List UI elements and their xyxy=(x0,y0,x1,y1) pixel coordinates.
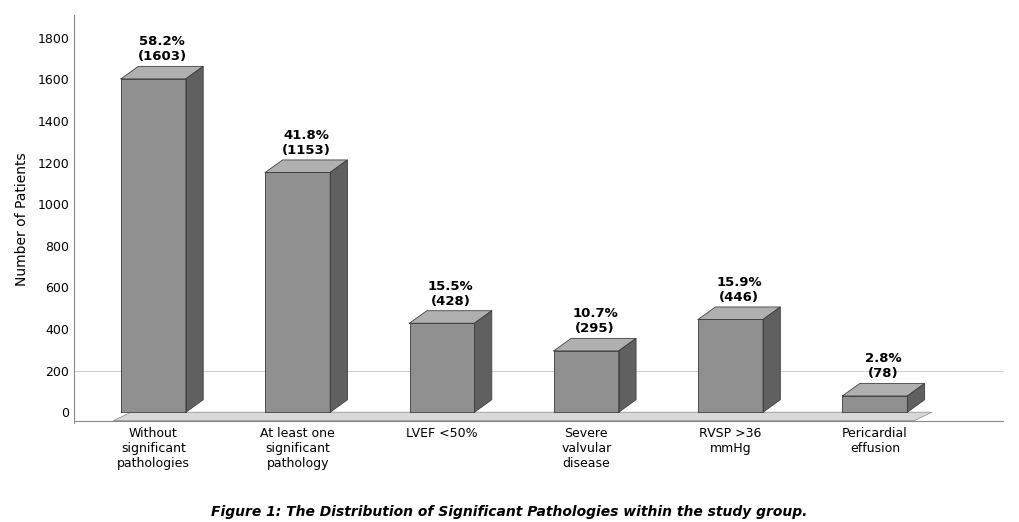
Polygon shape xyxy=(410,311,492,323)
Polygon shape xyxy=(698,307,781,319)
Polygon shape xyxy=(907,384,924,412)
Polygon shape xyxy=(330,160,347,412)
Polygon shape xyxy=(475,311,492,412)
Polygon shape xyxy=(265,160,347,172)
Polygon shape xyxy=(410,323,475,412)
Text: 58.2%
(1603): 58.2% (1603) xyxy=(138,35,186,63)
Text: 15.5%
(428): 15.5% (428) xyxy=(428,280,474,307)
Text: 41.8%
(1153): 41.8% (1153) xyxy=(282,129,331,157)
Polygon shape xyxy=(114,412,931,421)
Polygon shape xyxy=(121,66,203,79)
Polygon shape xyxy=(553,338,636,351)
Polygon shape xyxy=(619,338,636,412)
Polygon shape xyxy=(265,172,330,412)
Text: Figure 1: The Distribution of Significant Pathologies within the study group.: Figure 1: The Distribution of Significan… xyxy=(211,505,808,519)
Text: 15.9%
(446): 15.9% (446) xyxy=(716,276,762,304)
Polygon shape xyxy=(121,79,185,412)
Polygon shape xyxy=(553,351,619,412)
Polygon shape xyxy=(843,384,924,396)
Y-axis label: Number of Patients: Number of Patients xyxy=(15,152,29,286)
Polygon shape xyxy=(843,396,907,412)
Polygon shape xyxy=(763,307,781,412)
Polygon shape xyxy=(698,319,763,412)
Text: 10.7%
(295): 10.7% (295) xyxy=(572,307,618,335)
Text: 2.8%
(78): 2.8% (78) xyxy=(865,352,902,381)
Polygon shape xyxy=(185,66,203,412)
